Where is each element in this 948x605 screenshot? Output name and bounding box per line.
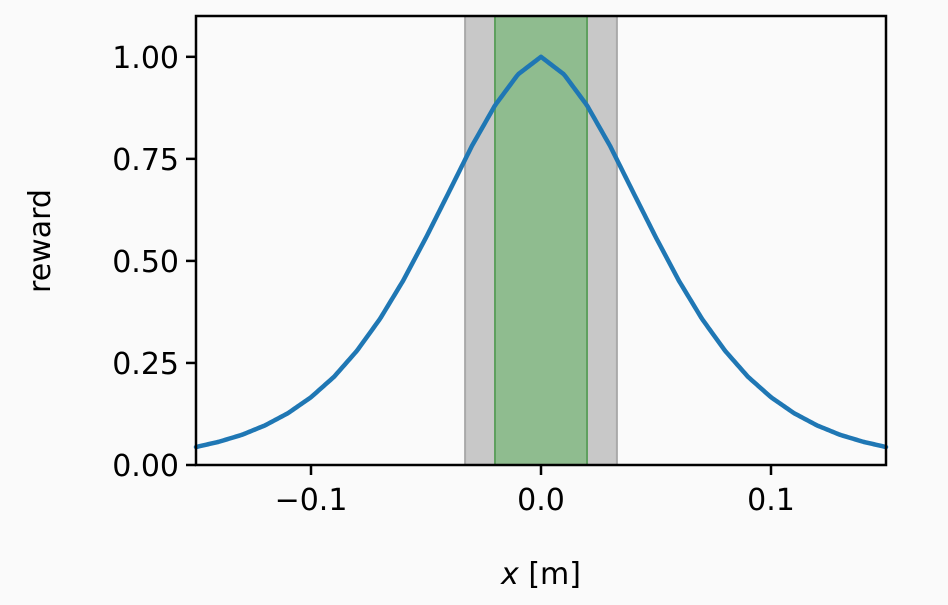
tolerance-bands	[464, 15, 618, 466]
series-layer	[193, 54, 889, 450]
y-axis-label: reward	[23, 189, 58, 293]
inner-band	[494, 15, 588, 466]
y-tick-label: 0.75	[112, 143, 179, 178]
y-tick-label: 0.00	[112, 449, 179, 484]
x-axis-label: x [m]	[500, 557, 581, 592]
x-tick-label: 0.0	[517, 483, 565, 518]
x-axis-label-unit: [m]	[519, 557, 581, 592]
y-tick-label: 1.00	[112, 41, 179, 76]
y-tick-label: 0.25	[112, 347, 179, 382]
reward-curve	[193, 54, 889, 450]
x-tick-label: 0.1	[747, 483, 795, 518]
y-tick-label: 0.50	[112, 245, 179, 280]
x-axis-label-var: x	[500, 557, 519, 592]
x-axis-ticks: −0.1 0.0 0.1	[275, 465, 795, 518]
y-axis-ticks: 0.00 0.25 0.50 0.75 1.00	[112, 41, 196, 484]
x-tick-label: −0.1	[275, 483, 348, 518]
